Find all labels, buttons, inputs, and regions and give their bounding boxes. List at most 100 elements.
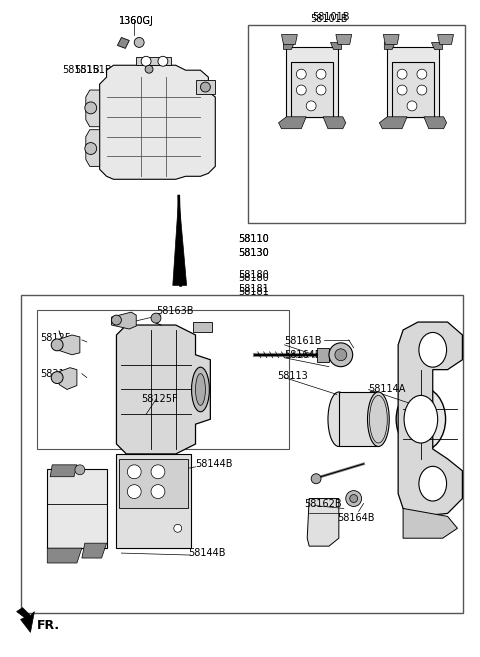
Text: 58151B: 58151B [62,65,100,75]
Text: FR.: FR. [37,619,60,632]
Text: 58181: 58181 [238,284,269,294]
Ellipse shape [85,143,96,154]
Ellipse shape [174,524,182,532]
Ellipse shape [127,465,141,479]
Ellipse shape [151,485,165,499]
Ellipse shape [51,372,63,384]
Polygon shape [387,47,439,117]
Polygon shape [392,62,434,117]
Polygon shape [17,608,35,633]
Polygon shape [317,348,329,362]
Ellipse shape [145,65,153,73]
Text: 58125: 58125 [40,333,72,343]
Ellipse shape [296,85,306,95]
Polygon shape [111,312,136,329]
Text: 58180: 58180 [238,273,269,283]
Text: 58163B: 58163B [156,306,193,316]
Text: 58144B: 58144B [195,459,233,469]
Ellipse shape [407,101,417,111]
Ellipse shape [335,349,347,361]
Polygon shape [431,43,442,49]
Text: 58101B: 58101B [310,14,348,24]
Ellipse shape [51,339,63,351]
Text: 58110: 58110 [238,234,269,244]
Text: 58114A: 58114A [369,384,406,394]
Polygon shape [47,548,82,563]
Ellipse shape [127,485,141,499]
Ellipse shape [201,82,210,92]
Polygon shape [47,469,107,548]
Polygon shape [287,47,338,117]
Polygon shape [438,35,454,45]
Text: 58161B: 58161B [285,336,322,346]
Polygon shape [118,37,129,49]
Ellipse shape [141,57,151,66]
Text: 58164B: 58164B [337,513,374,524]
Polygon shape [57,335,80,355]
Polygon shape [424,117,446,129]
Text: 58151B: 58151B [74,65,111,75]
Polygon shape [323,117,346,129]
Polygon shape [173,196,187,285]
Ellipse shape [346,491,361,507]
Polygon shape [100,65,216,179]
Ellipse shape [417,85,427,95]
Ellipse shape [397,85,407,95]
Ellipse shape [111,315,121,325]
Polygon shape [307,499,339,546]
Text: 58164B: 58164B [285,350,322,360]
Ellipse shape [192,367,209,412]
Ellipse shape [158,57,168,66]
Ellipse shape [417,69,427,79]
Ellipse shape [404,396,438,443]
Ellipse shape [85,102,96,114]
Polygon shape [192,322,212,332]
Text: 1360GJ: 1360GJ [120,16,154,26]
Polygon shape [336,35,352,45]
Bar [248,24,466,223]
Ellipse shape [316,85,326,95]
Polygon shape [195,80,216,94]
Ellipse shape [311,474,321,484]
Text: 58125F: 58125F [141,394,178,405]
Ellipse shape [397,69,407,79]
Polygon shape [117,454,191,548]
Ellipse shape [75,465,85,475]
Polygon shape [281,35,297,45]
Polygon shape [59,368,77,390]
Text: 58110: 58110 [238,234,269,244]
Polygon shape [403,509,457,538]
Text: 58162B: 58162B [304,499,342,509]
Polygon shape [384,43,395,49]
Bar [37,310,289,449]
Ellipse shape [396,387,445,451]
Polygon shape [384,35,399,45]
Ellipse shape [296,69,306,79]
Text: 58144B: 58144B [189,548,226,558]
Ellipse shape [151,465,165,479]
Text: 58113: 58113 [277,371,308,380]
Text: 58130: 58130 [238,248,269,258]
Polygon shape [120,459,188,509]
Ellipse shape [134,37,144,47]
Ellipse shape [151,313,161,323]
Polygon shape [82,543,107,558]
Text: 58101B: 58101B [312,12,350,22]
Polygon shape [284,43,294,49]
Polygon shape [50,465,77,477]
Ellipse shape [306,101,316,111]
Text: 1360GJ: 1360GJ [120,16,154,26]
Polygon shape [291,62,333,117]
Text: 58180: 58180 [238,271,269,281]
Text: 58181: 58181 [238,287,269,298]
Polygon shape [339,392,378,446]
Bar [21,295,463,612]
Ellipse shape [316,69,326,79]
Ellipse shape [419,332,446,367]
Polygon shape [136,57,171,65]
Polygon shape [398,322,462,516]
Ellipse shape [328,392,350,447]
Ellipse shape [419,466,446,501]
Ellipse shape [329,343,353,367]
Polygon shape [379,117,407,129]
